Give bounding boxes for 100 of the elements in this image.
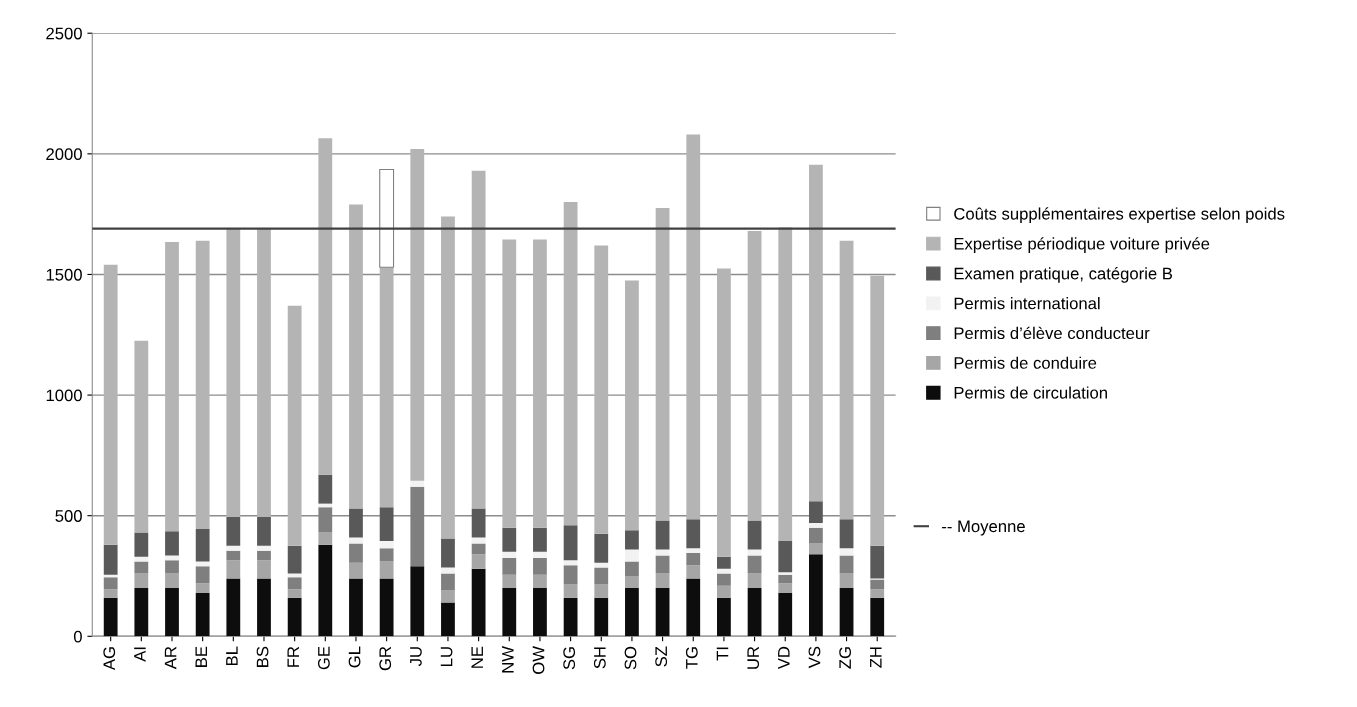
bar	[134, 556, 149, 562]
bar	[747, 520, 762, 550]
bar	[287, 545, 302, 574]
legend-label: Permis international	[954, 297, 1100, 310]
x-tick-label: VD	[778, 646, 790, 670]
bar	[809, 164, 823, 502]
bar	[195, 240, 210, 529]
bar	[717, 268, 731, 557]
bar	[257, 550, 271, 561]
legend-label: -- Moyenne	[942, 520, 1025, 536]
x-tick-label: ZG	[839, 647, 852, 669]
bar	[747, 588, 762, 637]
bar	[625, 575, 639, 589]
bar	[717, 568, 731, 574]
bar	[870, 545, 885, 579]
bar	[717, 597, 731, 637]
bar	[563, 560, 578, 566]
x-tick-label: BL	[226, 646, 238, 666]
bar	[747, 555, 762, 574]
bar	[563, 202, 578, 526]
bar	[563, 525, 578, 561]
bar	[778, 572, 793, 575]
y-tick-label: 1500	[46, 268, 82, 281]
y-tick-label: 2000	[46, 148, 82, 161]
bar	[165, 241, 179, 532]
bar	[441, 567, 455, 574]
bar	[257, 228, 271, 517]
bar	[318, 138, 333, 475]
bar	[103, 577, 118, 590]
x-tick-label: AR	[164, 646, 177, 670]
bar	[134, 532, 149, 557]
bar	[502, 574, 517, 589]
bar	[257, 560, 271, 579]
bar	[778, 574, 793, 584]
bar	[686, 548, 701, 554]
bar	[165, 555, 179, 561]
bar	[778, 583, 793, 593]
bar	[655, 588, 670, 637]
x-tick-label: FR	[287, 646, 299, 667]
bar	[379, 507, 394, 542]
bar	[134, 561, 149, 574]
x-tick-label: NW	[502, 646, 514, 673]
bar	[870, 589, 885, 598]
bar	[594, 533, 609, 563]
bar	[287, 597, 302, 637]
x-tick-label: TI	[716, 647, 729, 661]
bar	[655, 549, 670, 556]
bar	[471, 568, 486, 637]
bar	[839, 573, 854, 589]
bar	[226, 578, 241, 637]
bar	[134, 340, 149, 533]
bar	[410, 149, 425, 481]
bar	[165, 560, 179, 574]
x-tick-label: BE	[195, 646, 207, 667]
bar	[594, 562, 609, 568]
bar	[318, 474, 333, 504]
x-tick-label: LU	[440, 647, 453, 666]
bar	[686, 578, 701, 637]
bar	[809, 522, 823, 528]
bar	[226, 545, 241, 551]
bar	[655, 208, 670, 521]
bar	[717, 585, 731, 598]
bar	[318, 532, 333, 545]
bar	[809, 501, 823, 523]
bar	[441, 590, 455, 603]
x-tick-label: ZH	[870, 647, 882, 668]
bar	[870, 275, 885, 546]
x-tick-label: SG	[563, 647, 576, 670]
bar	[257, 578, 271, 637]
bar	[349, 578, 363, 637]
bar	[686, 134, 701, 520]
x-tick-label: VS	[808, 646, 821, 669]
bar	[533, 557, 547, 575]
bar	[870, 597, 885, 637]
bar	[839, 519, 854, 549]
bar	[103, 589, 118, 598]
bar	[165, 531, 179, 556]
x-tick-label: NE	[471, 646, 483, 668]
bar	[809, 543, 823, 555]
bar	[686, 519, 701, 549]
bar	[287, 305, 302, 546]
bar	[839, 588, 854, 637]
bar	[103, 597, 118, 637]
bar	[165, 588, 179, 637]
bar	[226, 560, 241, 579]
legend-label: Permis d’élève conducteur	[954, 326, 1150, 340]
bar	[747, 231, 762, 521]
bar	[226, 228, 241, 517]
bar	[778, 227, 793, 542]
x-tick-label: AG	[103, 647, 116, 671]
bar	[471, 537, 486, 544]
bar	[717, 556, 731, 569]
bar	[625, 530, 639, 550]
bar	[134, 573, 149, 589]
bar	[441, 573, 455, 591]
bar	[441, 602, 455, 637]
x-tick-label: GR	[379, 646, 392, 671]
bar	[533, 527, 547, 552]
bar	[839, 548, 854, 556]
legend-label: Permis de conduire	[954, 356, 1097, 369]
